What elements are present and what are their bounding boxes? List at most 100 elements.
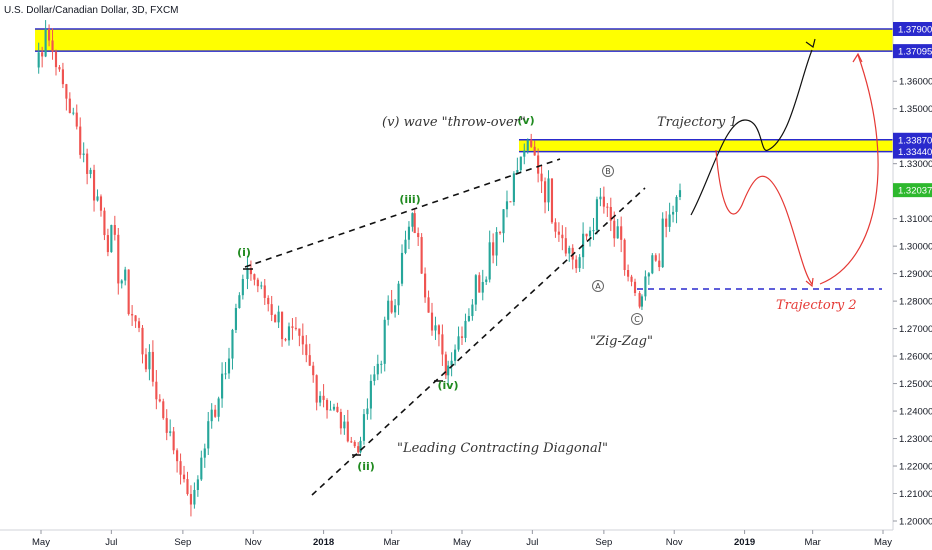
candle-body <box>502 209 505 234</box>
candle-body <box>182 474 186 480</box>
trajectory-2-arrowhead <box>805 277 814 288</box>
candle-body <box>595 199 599 231</box>
candle-body <box>189 494 193 505</box>
candle-body <box>353 441 356 447</box>
price-label-bg <box>893 183 932 198</box>
candle-body <box>99 196 103 211</box>
lower-diagonal-line <box>311 187 646 496</box>
candle-body <box>478 275 481 293</box>
candle-body <box>193 489 196 505</box>
candle-body <box>613 220 616 239</box>
candle-body <box>221 373 224 399</box>
candle-body <box>110 225 113 253</box>
candle-body <box>568 247 571 254</box>
candle-body <box>196 479 199 490</box>
candle-body <box>417 233 420 238</box>
candle-body <box>294 327 297 329</box>
trajectory-2-return-path <box>819 54 879 285</box>
candle-body <box>58 67 61 70</box>
price-label: 1.37900 <box>898 25 932 36</box>
price-axis[interactable]: 1.20000 1.21000 1.22000 1.23000 1.24000 1.250… <box>893 22 932 528</box>
candle-body <box>592 230 595 232</box>
candle-body <box>298 328 301 336</box>
y-tick-label: 1.23000 <box>899 434 932 445</box>
candle-body <box>530 139 533 147</box>
time-axis[interactable]: May Jul Sep Nov 2018 Mar May Jul Sep Nov 2019 Mar Ma… <box>32 530 892 548</box>
zone-rect-2 <box>519 139 893 152</box>
candle-body <box>376 363 379 375</box>
candle-body <box>471 304 474 317</box>
wave-label: (v) <box>517 114 534 127</box>
candlestick-series <box>37 20 682 517</box>
candle-body <box>383 319 386 364</box>
candle-body <box>284 339 287 341</box>
candle-body <box>665 218 668 227</box>
candle-body <box>616 226 619 239</box>
y-tick-label: 1.31000 <box>899 214 932 225</box>
candle-body <box>550 178 554 223</box>
x-tick-label: Nov <box>245 537 262 548</box>
candle-body <box>127 269 130 315</box>
candle-body <box>92 169 96 201</box>
candle-body <box>588 230 592 237</box>
abc-circle <box>631 313 643 325</box>
candle-body <box>203 448 206 458</box>
candle-body <box>599 196 602 200</box>
candle-body <box>467 316 470 321</box>
price-label: 1.37095 <box>898 47 932 58</box>
candle-body <box>315 375 318 403</box>
candle-body <box>437 325 441 335</box>
candle-body <box>319 395 322 403</box>
y-tick-label: 1.33000 <box>899 159 932 170</box>
candle-body <box>89 169 92 174</box>
candle-body <box>65 84 68 99</box>
candle-body <box>533 146 536 156</box>
candle-body <box>301 335 304 345</box>
candle-body <box>512 173 515 203</box>
y-tick-label: 1.22000 <box>899 462 932 473</box>
candle-body <box>509 201 512 203</box>
candle-body <box>460 336 464 338</box>
candle-body <box>434 325 437 331</box>
trajectory-paths <box>690 38 879 288</box>
candle-body <box>672 211 675 215</box>
candle-body <box>394 305 397 313</box>
y-tick-label: 1.30000 <box>899 242 932 253</box>
candle-body <box>654 255 657 261</box>
candle-body <box>411 213 414 227</box>
x-tick-label: Jul <box>526 537 538 548</box>
candle-body <box>134 315 137 322</box>
trajectory-2-path <box>715 149 813 285</box>
candle-body <box>357 446 360 453</box>
candle-body <box>48 29 51 41</box>
candle-body <box>623 239 626 271</box>
candle-body <box>179 461 182 475</box>
x-tick-label: 2018 <box>313 537 334 548</box>
zone-rect-1 <box>35 29 893 52</box>
candle-body <box>350 441 353 443</box>
y-tick-label: 1.35000 <box>899 104 932 115</box>
candle-body <box>151 351 154 382</box>
y-tick-label: 1.36000 <box>899 77 932 88</box>
candle-body <box>305 344 308 356</box>
wave-label: (ii) <box>357 460 375 473</box>
candle-body <box>369 380 372 409</box>
trajectory-2-label: Trajectory 2 <box>776 298 857 313</box>
candle-body <box>246 268 249 279</box>
resistance-zones <box>35 28 893 153</box>
candle-body <box>647 273 650 277</box>
candle-body <box>387 300 390 320</box>
candle-body <box>668 214 671 227</box>
candle-body <box>564 238 567 254</box>
candle-body <box>148 351 151 370</box>
price-label-bg <box>893 144 932 159</box>
candle-body <box>44 29 47 57</box>
y-tick-label: 1.20000 <box>899 517 932 528</box>
candle-body <box>238 295 241 309</box>
candle-body <box>554 222 557 232</box>
candle-body <box>404 239 407 253</box>
candle-body <box>141 327 144 355</box>
candle-body <box>217 398 220 417</box>
candle-body <box>113 225 116 235</box>
